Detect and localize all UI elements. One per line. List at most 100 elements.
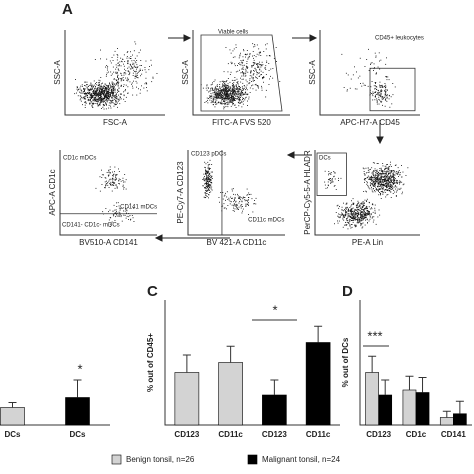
event-dot — [375, 73, 377, 75]
event-dot — [111, 100, 113, 102]
event-dot — [365, 205, 367, 207]
event-dot — [247, 93, 249, 95]
event-dot — [390, 181, 392, 183]
event-dot — [229, 74, 231, 75]
event-dot — [110, 223, 111, 225]
event-dot — [211, 175, 213, 177]
event-dot — [99, 103, 101, 105]
event-dot — [239, 201, 241, 202]
event-dot — [94, 98, 96, 100]
event-dot — [105, 94, 106, 96]
event-dot — [377, 163, 379, 164]
event-dot — [380, 86, 381, 88]
event-dot — [84, 81, 86, 83]
event-dot — [382, 172, 384, 174]
event-dot — [100, 92, 102, 94]
bar — [305, 342, 331, 426]
event-dot — [117, 81, 118, 83]
event-dot — [363, 84, 365, 86]
event-dot — [133, 69, 135, 71]
event-dot — [349, 207, 351, 208]
event-dot — [106, 103, 107, 105]
event-dot — [256, 77, 258, 79]
event-dot — [203, 179, 205, 181]
event-dot — [381, 183, 382, 185]
event-dot — [100, 98, 102, 99]
event-dot — [378, 180, 380, 182]
event-dot — [112, 180, 114, 182]
event-dot — [354, 210, 355, 212]
event-dot — [109, 166, 111, 168]
event-dot — [391, 178, 392, 180]
event-dot — [206, 177, 208, 179]
event-dot — [108, 170, 110, 172]
event-dot — [223, 91, 225, 93]
event-dot — [346, 218, 348, 219]
event-dot — [382, 192, 384, 194]
event-dot — [339, 206, 340, 207]
event-dot — [232, 84, 234, 86]
event-dot — [231, 96, 233, 98]
event-dot — [203, 173, 205, 175]
event-dot — [126, 57, 128, 59]
event-dot — [366, 208, 367, 210]
event-dot — [379, 192, 380, 193]
event-dot — [89, 102, 91, 104]
event-dot — [359, 219, 361, 221]
event-dot — [245, 54, 247, 55]
event-dot — [380, 193, 382, 195]
event-dot — [234, 104, 236, 106]
event-dot — [132, 75, 134, 76]
event-dot — [209, 176, 210, 178]
event-dot — [222, 90, 224, 92]
event-dot — [382, 86, 384, 88]
event-dot — [357, 216, 358, 218]
event-dot — [95, 96, 97, 98]
event-dot — [207, 161, 209, 163]
event-dot — [101, 87, 103, 89]
event-dot — [127, 79, 129, 81]
event-dot — [394, 165, 396, 166]
event-dot — [362, 201, 364, 203]
event-dot — [346, 222, 348, 223]
event-dot — [362, 82, 364, 84]
event-dot — [223, 85, 225, 87]
event-dot — [232, 85, 234, 87]
event-dot — [368, 48, 369, 50]
event-dot — [237, 195, 239, 197]
event-dot — [233, 93, 235, 95]
event-dot — [355, 209, 357, 211]
event-dot — [340, 215, 342, 216]
event-dot — [212, 101, 214, 102]
event-dot — [377, 179, 379, 181]
event-dot — [394, 185, 396, 186]
event-dot — [99, 91, 101, 93]
event-dot — [352, 74, 354, 76]
event-dot — [375, 189, 377, 191]
event-dot — [84, 96, 86, 98]
event-dot — [216, 92, 218, 94]
event-dot — [246, 87, 247, 89]
event-dot — [237, 83, 239, 85]
event-dot — [367, 213, 369, 215]
event-dot — [389, 178, 391, 180]
event-dot — [112, 86, 114, 87]
event-dot — [95, 100, 97, 102]
y-axis-label: % out of DCs — [341, 337, 350, 387]
event-dot — [374, 204, 376, 206]
event-dot — [127, 67, 129, 69]
event-dot — [123, 84, 125, 86]
event-dot — [229, 101, 231, 103]
plot-axes — [187, 150, 285, 236]
event-dot — [241, 90, 243, 92]
event-dot — [249, 54, 251, 56]
event-dot — [108, 102, 110, 104]
event-dot — [236, 206, 238, 208]
event-dot — [217, 89, 219, 91]
event-dot — [363, 212, 365, 214]
event-dot — [261, 85, 262, 87]
event-dot — [102, 211, 104, 213]
event-dot — [211, 178, 213, 179]
event-dot — [218, 101, 220, 103]
event-dot — [360, 83, 361, 84]
